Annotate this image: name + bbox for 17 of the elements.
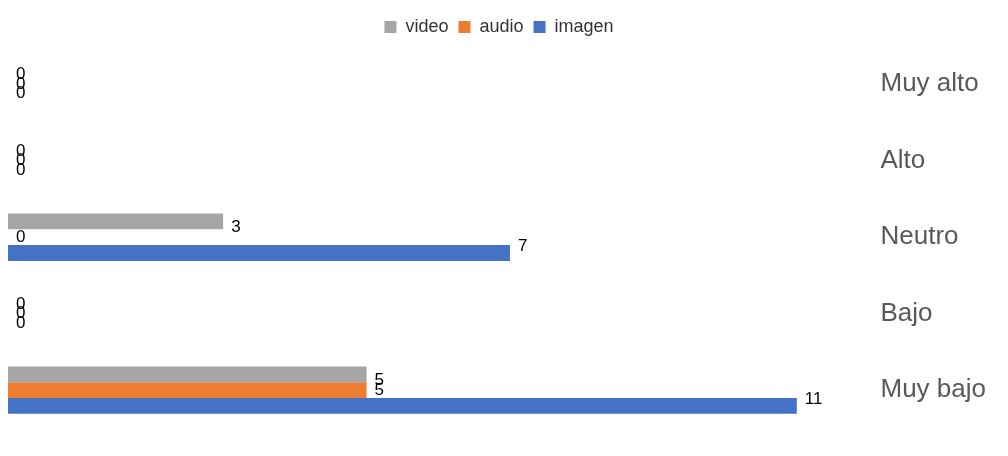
data-label: 3 bbox=[231, 217, 241, 237]
bar bbox=[8, 213, 224, 230]
legend-label: audio bbox=[479, 15, 524, 36]
y-tick-label: Muy alto bbox=[880, 67, 979, 98]
data-label: 7 bbox=[517, 236, 528, 256]
data-label: 0 bbox=[16, 226, 26, 246]
y-tick-label: Bajo bbox=[880, 296, 933, 327]
legend-label: imagen bbox=[554, 15, 614, 36]
y-tick-label: Alto bbox=[880, 143, 926, 174]
bar bbox=[8, 398, 797, 414]
legend-label: video bbox=[405, 15, 449, 36]
bar bbox=[8, 382, 367, 399]
bar bbox=[8, 366, 367, 383]
data-label: 11 bbox=[804, 389, 823, 409]
bar bbox=[8, 245, 510, 261]
y-tick-label: Muy bajo bbox=[880, 373, 986, 404]
y-tick-label: Neutro bbox=[880, 220, 959, 251]
